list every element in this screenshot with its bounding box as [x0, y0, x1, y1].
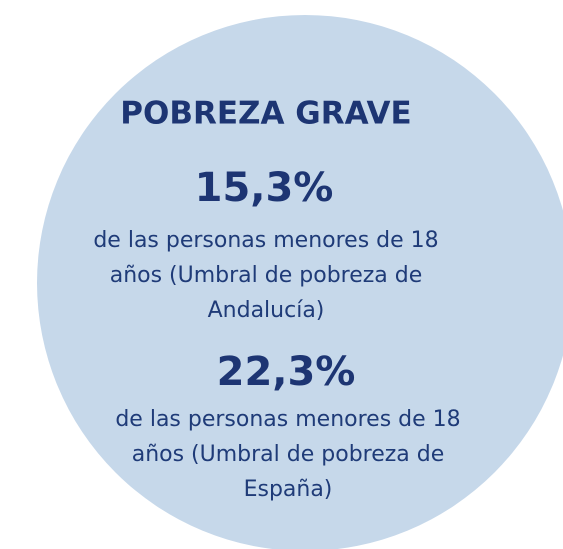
- stat-description: años (Umbral de pobreza de: [132, 442, 445, 467]
- stat-description: años (Umbral de pobreza de: [110, 263, 423, 288]
- background-circle: [37, 15, 563, 549]
- stat-description: de las personas menores de 18: [93, 228, 438, 253]
- stat-description: Andalucía): [208, 298, 325, 323]
- stat-value: 22,3%: [217, 349, 356, 395]
- stat-value: 15,3%: [195, 165, 334, 211]
- stat-description: España): [244, 477, 333, 502]
- title: POBREZA GRAVE: [120, 96, 411, 132]
- stat-description: de las personas menores de 18: [115, 407, 460, 432]
